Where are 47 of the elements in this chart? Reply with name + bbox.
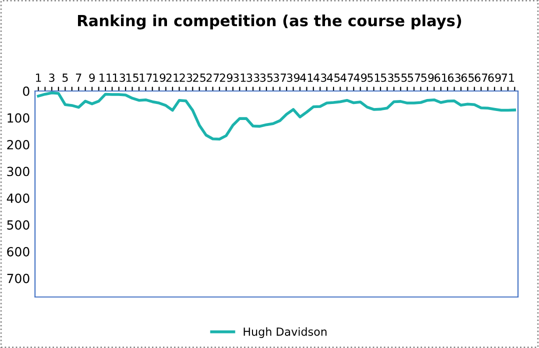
y-tick-label: 200 [7, 140, 30, 150]
x-tick-label: 13 [113, 74, 126, 82]
x-tick-label: 17 [140, 74, 152, 82]
x-tick-label: 15 [126, 74, 138, 82]
x-tick-label: 45 [326, 74, 340, 82]
x-tick-label: 71 [502, 74, 514, 82]
legend-label: Hugh Davidson [244, 327, 326, 338]
y-tick-label: 400 [6, 193, 30, 203]
x-tick-label: 9 [89, 74, 95, 82]
x-tick-label: 63 [448, 74, 460, 82]
y-tick-label: 700 [7, 274, 30, 284]
x-tick-label: 49 [354, 74, 367, 82]
x-tick-label: 33 [246, 74, 260, 82]
x-tick-label: 19 [153, 74, 166, 82]
x-tick-label: 37 [274, 74, 286, 82]
x-tick-label: 55 [394, 74, 407, 82]
x-tick-label: 67 [474, 74, 488, 82]
x-tick-label: 5 [62, 74, 68, 82]
x-tick-label: 29 [220, 74, 232, 82]
x-tick-label: 59 [421, 74, 434, 82]
x-tick-label: 61 [434, 74, 447, 82]
x-tick-label: 35 [260, 74, 273, 82]
chart-title: Ranking in competition (as the course plays) [78, 14, 462, 30]
x-tick-label: 27 [206, 74, 219, 82]
x-tick-label: 23 [180, 74, 192, 82]
x-tick-label: 65 [461, 74, 474, 82]
x-tick-label: 31 [233, 74, 246, 82]
y-tick-label: 300 [7, 166, 30, 176]
x-tick-label: 11 [100, 74, 112, 82]
x-tick-label: 43 [314, 74, 326, 82]
x-tick-label: 53 [380, 74, 394, 82]
line-series [36, 91, 516, 141]
x-tick-label: 21 [166, 74, 179, 82]
x-tick-label: 69 [488, 74, 501, 82]
x-tick-label: 1 [36, 74, 41, 82]
x-tick-label: 7 [76, 74, 82, 82]
x-tick-label: 3 [49, 74, 54, 82]
y-tick-label: 600 [7, 246, 30, 256]
y-tick-label: 0 [23, 86, 30, 96]
x-tick-label: 41 [300, 74, 313, 82]
x-tick-label: 51 [368, 74, 380, 82]
y-tick-label: 500 [7, 220, 30, 230]
y-tick-label: 100 [8, 113, 30, 123]
x-tick-label: 57 [408, 74, 420, 82]
x-tick-label: 39 [287, 74, 300, 82]
x-tick-label: 47 [340, 74, 354, 82]
x-tick-label: 25 [193, 74, 206, 82]
